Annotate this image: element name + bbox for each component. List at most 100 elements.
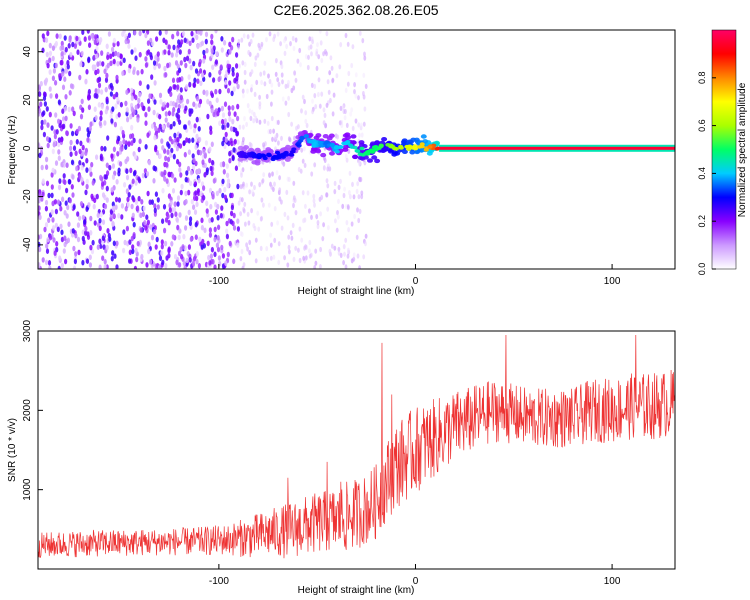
- noise-speckle: [147, 49, 151, 55]
- noise-speckle: [170, 241, 174, 247]
- noise-speckle: [319, 40, 323, 46]
- noise-speckle: [61, 196, 65, 203]
- noise-speckle: [193, 195, 197, 201]
- noise-speckle: [319, 246, 322, 253]
- noise-speckle: [313, 83, 317, 89]
- noise-speckle: [136, 117, 140, 123]
- noise-speckle: [58, 33, 62, 40]
- noise-speckle: [183, 56, 187, 63]
- noise-speckle: [138, 138, 142, 145]
- noise-speckle: [47, 217, 51, 224]
- noise-speckle: [233, 138, 237, 145]
- noise-speckle: [235, 72, 239, 78]
- echo-band-mark: [391, 152, 398, 157]
- noise-speckle: [76, 222, 80, 228]
- noise-speckle: [263, 118, 267, 124]
- noise-speckle: [54, 222, 59, 229]
- echo-ridge-mark: [393, 147, 399, 151]
- noise-speckle: [187, 149, 191, 155]
- noise-speckle: [117, 212, 121, 219]
- noise-speckle: [144, 120, 148, 126]
- noise-speckle: [54, 112, 58, 118]
- noise-speckle: [242, 181, 245, 187]
- noise-speckle: [68, 37, 72, 43]
- noise-speckle: [169, 123, 173, 130]
- noise-speckle: [363, 55, 367, 61]
- noise-speckle: [283, 38, 286, 44]
- noise-speckle: [191, 260, 196, 267]
- noise-speckle: [134, 247, 138, 254]
- noise-speckle: [144, 111, 148, 118]
- noise-speckle: [84, 78, 88, 85]
- noise-speckle: [124, 144, 128, 150]
- noise-speckle: [255, 79, 259, 85]
- noise-speckle: [247, 220, 251, 226]
- echo-band-mark: [345, 135, 352, 140]
- noise-speckle: [63, 106, 68, 112]
- noise-speckle: [343, 115, 347, 121]
- noise-speckle: [130, 87, 134, 94]
- noise-speckle: [138, 51, 142, 58]
- noise-speckle: [226, 178, 231, 184]
- noise-speckle: [341, 105, 345, 111]
- noise-speckle: [192, 127, 197, 134]
- noise-speckle: [306, 64, 310, 71]
- noise-speckle: [93, 220, 97, 226]
- noise-speckle: [185, 137, 189, 143]
- noise-speckle: [297, 124, 300, 130]
- noise-speckle: [172, 121, 176, 127]
- noise-speckle: [120, 146, 124, 152]
- noise-speckle: [84, 189, 88, 196]
- noise-speckle: [87, 35, 92, 41]
- noise-speckle: [171, 101, 176, 107]
- echo-band-mark: [358, 142, 365, 148]
- noise-speckle: [128, 258, 132, 264]
- noise-speckle: [294, 77, 298, 83]
- noise-speckle: [100, 50, 104, 56]
- noise-speckle: [178, 167, 182, 173]
- noise-speckle: [297, 247, 300, 253]
- noise-speckle: [99, 110, 103, 116]
- noise-speckle: [134, 94, 138, 101]
- echo-band-mark: [367, 158, 373, 163]
- noise-speckle: [110, 255, 114, 262]
- noise-speckle: [38, 214, 42, 221]
- noise-speckle: [112, 58, 116, 65]
- noise-speckle: [316, 223, 320, 230]
- noise-speckle: [90, 248, 95, 255]
- noise-speckle: [99, 174, 103, 181]
- noise-speckle: [90, 33, 94, 39]
- noise-speckle: [74, 232, 78, 239]
- noise-speckle: [46, 237, 50, 243]
- noise-speckle: [350, 62, 354, 69]
- noise-speckle: [101, 255, 105, 261]
- noise-speckle: [217, 76, 221, 83]
- noise-speckle: [216, 110, 220, 117]
- noise-speckle: [39, 101, 43, 107]
- noise-speckle: [57, 118, 61, 125]
- noise-speckle: [174, 211, 178, 217]
- noise-speckle: [97, 82, 102, 89]
- noise-speckle: [105, 185, 109, 192]
- noise-speckle: [51, 55, 55, 62]
- echo-ridge-mark: [334, 149, 340, 154]
- noise-speckle: [276, 31, 280, 37]
- noise-speckle: [275, 170, 279, 176]
- noise-speckle: [153, 80, 157, 86]
- noise-speckle: [216, 203, 220, 210]
- noise-speckle: [358, 30, 362, 36]
- noise-speckle: [188, 111, 192, 117]
- noise-speckle: [109, 113, 113, 120]
- noise-speckle: [292, 45, 296, 52]
- noise-speckle: [153, 228, 157, 235]
- noise-speckle: [201, 159, 205, 165]
- echo-band-mark: [329, 151, 335, 156]
- noise-speckle: [194, 144, 198, 150]
- noise-speckle: [182, 31, 186, 37]
- noise-speckle: [180, 253, 184, 260]
- noise-speckle: [304, 244, 307, 250]
- noise-speckle: [358, 265, 361, 269]
- echo-ridge-mark: [369, 148, 376, 153]
- noise-speckle: [43, 226, 47, 233]
- noise-speckle: [50, 172, 54, 178]
